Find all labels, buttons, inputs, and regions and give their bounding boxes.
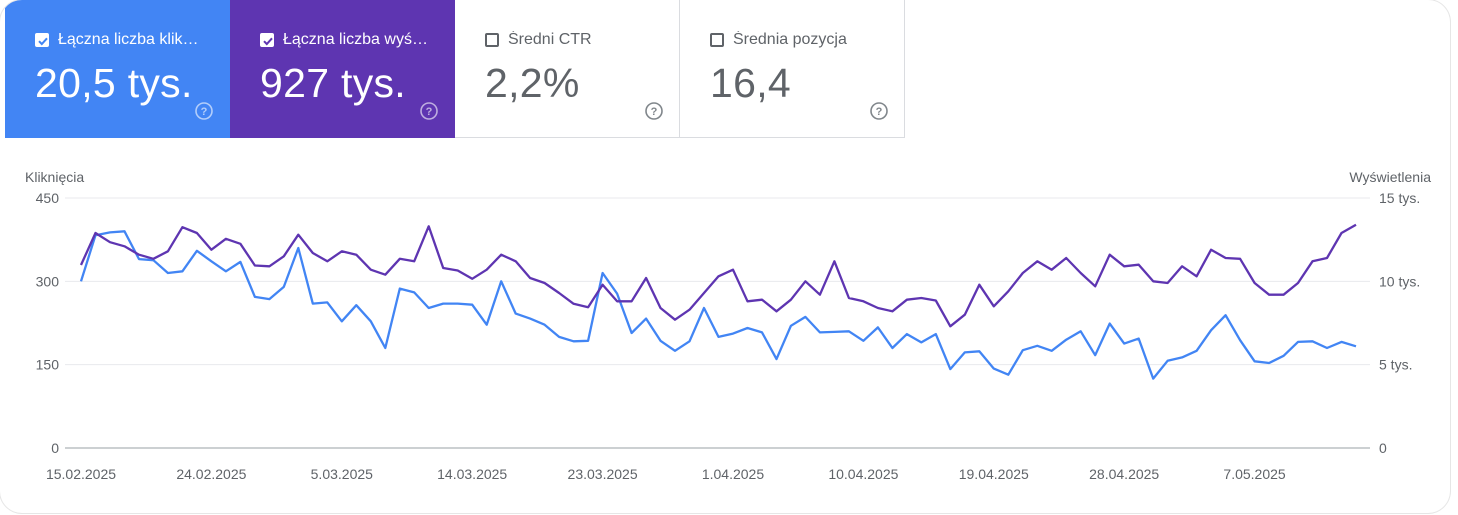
card-header: Średni CTR	[485, 31, 660, 49]
y-axis-left-label: Kliknięcia	[25, 169, 84, 185]
checkbox-unchecked-icon[interactable]	[485, 33, 499, 47]
help-icon[interactable]: ?	[645, 102, 663, 120]
metric-cards: Łączna liczba klik… 20,5 tys. ? Łączna l…	[5, 0, 905, 138]
card-value: 16,4	[710, 60, 791, 106]
y-left-tick-label: 150	[36, 357, 60, 373]
y-axis-right-ticks: 0 5 tys. 10 tys. 15 tys.	[1379, 190, 1420, 456]
y-left-tick-label: 450	[36, 190, 60, 206]
x-tick-label: 7.05.2025	[1223, 466, 1285, 482]
chart-series	[79, 223, 1357, 380]
x-tick-label: 24.02.2025	[176, 466, 246, 482]
card-average-ctr[interactable]: Średni CTR 2,2% ?	[455, 0, 680, 138]
x-tick-label: 19.04.2025	[959, 466, 1029, 482]
checkbox-unchecked-icon[interactable]	[710, 33, 724, 47]
help-icon[interactable]: ?	[195, 102, 213, 120]
card-average-position[interactable]: Średnia pozycja 16,4 ?	[680, 0, 905, 138]
x-tick-label: 1.04.2025	[702, 466, 764, 482]
card-value: 2,2%	[485, 60, 580, 106]
card-total-impressions[interactable]: Łączna liczba wyś… 927 tys. ?	[230, 0, 455, 138]
svg-text:?: ?	[201, 106, 208, 118]
card-label: Średnia pozycja	[733, 31, 847, 48]
card-label: Łączna liczba klik…	[58, 31, 199, 48]
y-axis-right-label: Wyświetlenia	[1349, 169, 1431, 185]
y-axis-left-ticks: 0 150 300 450	[36, 190, 60, 456]
x-tick-label: 28.04.2025	[1089, 466, 1159, 482]
series-line-impressions	[79, 223, 1357, 328]
svg-text:?: ?	[651, 106, 658, 118]
card-label: Łączna liczba wyś…	[283, 31, 428, 48]
checkbox-checked-icon[interactable]	[260, 33, 274, 47]
y-right-tick-label: 10 tys.	[1379, 273, 1420, 289]
y-right-tick-label: 5 tys.	[1379, 357, 1412, 373]
y-right-tick-label: 15 tys.	[1379, 190, 1420, 206]
card-label: Średni CTR	[508, 31, 592, 48]
card-header: Łączna liczba klik…	[35, 31, 210, 49]
svg-text:?: ?	[426, 106, 433, 118]
card-value: 20,5 tys.	[35, 60, 193, 106]
svg-text:?: ?	[876, 106, 883, 118]
checkbox-checked-icon[interactable]	[35, 33, 49, 47]
card-value: 927 tys.	[260, 60, 406, 106]
series-line-clicks	[79, 230, 1357, 380]
x-tick-label: 14.03.2025	[437, 466, 507, 482]
card-total-clicks[interactable]: Łączna liczba klik… 20,5 tys. ?	[5, 0, 230, 138]
help-icon[interactable]: ?	[870, 102, 888, 120]
y-left-tick-label: 300	[36, 273, 60, 289]
chart-grid	[65, 197, 1370, 449]
x-axis-ticks: 15.02.2025 24.02.2025 5.03.2025 14.03.2025 2…	[46, 466, 1286, 482]
card-header: Średnia pozycja	[710, 31, 885, 49]
help-icon[interactable]: ?	[420, 102, 438, 120]
x-tick-label: 15.02.2025	[46, 466, 116, 482]
y-right-tick-label: 0	[1379, 440, 1387, 456]
x-tick-label: 23.03.2025	[568, 466, 638, 482]
card-header: Łączna liczba wyś…	[260, 31, 435, 49]
x-tick-label: 5.03.2025	[311, 466, 373, 482]
x-tick-label: 10.04.2025	[828, 466, 898, 482]
y-left-tick-label: 0	[51, 440, 59, 456]
performance-chart[interactable]: Kliknięcia Wyświetlenia 0 150 300 450 0 5 ty…	[0, 150, 1450, 500]
